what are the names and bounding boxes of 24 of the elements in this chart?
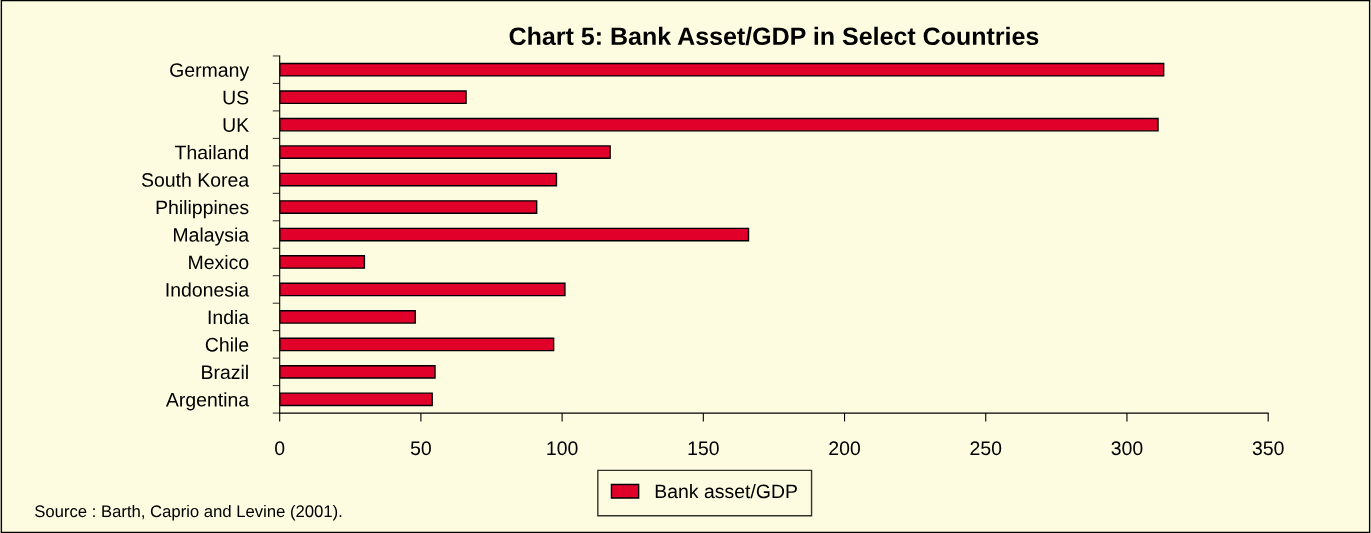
y-tick-label: UK bbox=[223, 118, 249, 132]
x-tick-label: 200 bbox=[829, 441, 860, 456]
y-tick-label: Chile bbox=[205, 337, 249, 352]
x-tick-label: 250 bbox=[970, 441, 1002, 456]
x-tick-label: 300 bbox=[1111, 441, 1143, 456]
chart-title: Chart 5: Bank Asset/GDP in Select Countries bbox=[509, 26, 1039, 46]
y-tick-label: India bbox=[208, 309, 250, 325]
x-tick-label: 50 bbox=[410, 441, 431, 456]
legend-label: Bank asset/GDP bbox=[655, 483, 797, 499]
y-tick-label: Philippines bbox=[156, 200, 249, 219]
source-note: Source : Barth, Caprio and Levine (2001). bbox=[35, 504, 342, 521]
y-tick-label: Mexico bbox=[189, 254, 249, 270]
x-tick-label: 100 bbox=[547, 441, 578, 456]
y-tick-label: Thailand bbox=[174, 145, 248, 160]
y-tick-label: US bbox=[223, 90, 249, 105]
y-tick-label: Brazil bbox=[202, 364, 248, 380]
y-tick-label: Argentina bbox=[165, 392, 250, 411]
x-tick-label: 0 bbox=[275, 441, 285, 456]
y-tick-label: Indonesia bbox=[166, 282, 250, 297]
x-tick-label: 350 bbox=[1252, 441, 1284, 456]
y-tick-label: South Korea bbox=[141, 172, 250, 187]
y-tick-label: Malaysia bbox=[174, 227, 250, 246]
x-tick-label: 150 bbox=[688, 441, 719, 456]
y-tick-label: Germany bbox=[170, 63, 250, 81]
